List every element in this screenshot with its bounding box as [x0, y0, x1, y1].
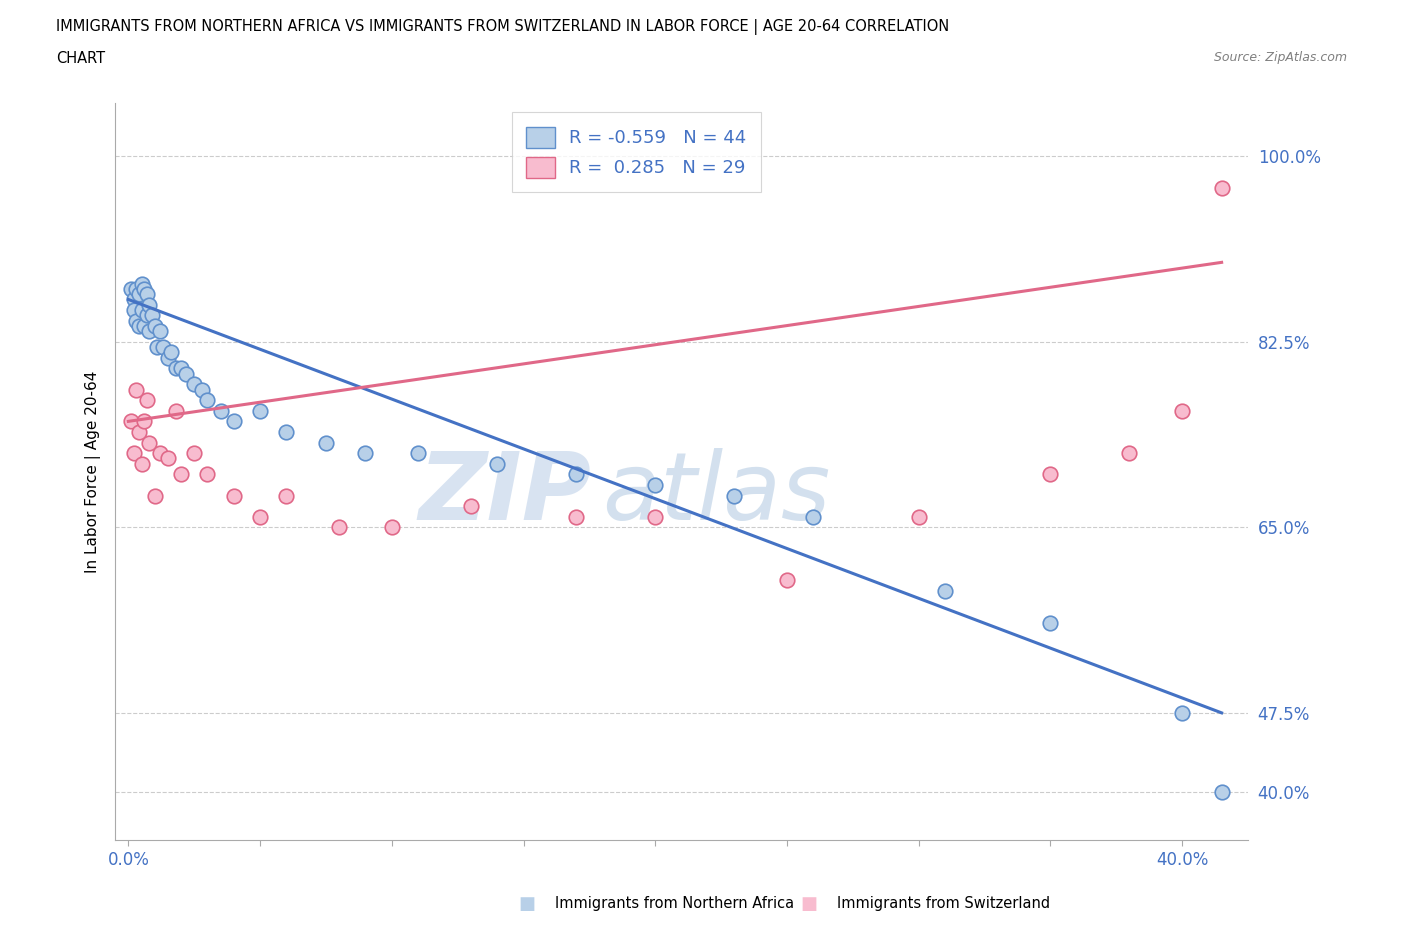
Point	[1039, 616, 1062, 631]
Point	[1211, 785, 1233, 800]
Text: ZIP: ZIP	[418, 448, 591, 539]
Text: CHART: CHART	[56, 51, 105, 66]
Point	[149, 324, 172, 339]
Point	[315, 435, 337, 450]
Point	[135, 286, 157, 301]
Legend: R = -0.559   N = 44, R =  0.285   N = 29: R = -0.559 N = 44, R = 0.285 N = 29	[512, 113, 761, 192]
Point	[156, 351, 179, 365]
Point	[176, 366, 198, 381]
Point	[134, 282, 156, 297]
Point	[354, 445, 377, 460]
Point	[146, 339, 169, 354]
Point	[134, 414, 156, 429]
Point	[128, 286, 150, 301]
Text: Immigrants from Northern Africa: Immigrants from Northern Africa	[555, 897, 794, 911]
Point	[565, 510, 588, 525]
Point	[134, 318, 156, 333]
Point	[249, 510, 271, 525]
Point	[143, 488, 166, 503]
Point	[143, 318, 166, 333]
Point	[644, 510, 666, 525]
Point	[170, 467, 193, 482]
Point	[1039, 467, 1062, 482]
Point	[276, 488, 298, 503]
Point	[128, 318, 150, 333]
Point	[138, 298, 160, 312]
Point	[222, 414, 245, 429]
Point	[122, 302, 145, 317]
Point	[138, 324, 160, 339]
Point	[135, 308, 157, 323]
Point	[486, 457, 509, 472]
Text: atlas: atlas	[602, 448, 831, 539]
Point	[131, 302, 153, 317]
Point	[1118, 445, 1140, 460]
Point	[135, 392, 157, 407]
Point	[183, 445, 205, 460]
Point	[934, 583, 956, 598]
Point	[222, 488, 245, 503]
Point	[131, 276, 153, 291]
Point	[209, 404, 232, 418]
Point	[122, 292, 145, 307]
Point	[138, 435, 160, 450]
Point	[381, 520, 404, 535]
Text: IMMIGRANTS FROM NORTHERN AFRICA VS IMMIGRANTS FROM SWITZERLAND IN LABOR FORCE | : IMMIGRANTS FROM NORTHERN AFRICA VS IMMIG…	[56, 19, 949, 34]
Point	[197, 467, 219, 482]
Text: ■: ■	[519, 895, 536, 913]
Point	[249, 404, 271, 418]
Point	[1171, 706, 1194, 721]
Point	[159, 345, 181, 360]
Point	[776, 573, 799, 588]
Point	[156, 451, 179, 466]
Point	[183, 377, 205, 392]
Point	[125, 282, 148, 297]
Point	[141, 308, 163, 323]
Point	[565, 467, 588, 482]
Y-axis label: In Labor Force | Age 20-64: In Labor Force | Age 20-64	[86, 370, 101, 573]
Point	[149, 445, 172, 460]
Text: ■: ■	[800, 895, 817, 913]
Point	[120, 414, 142, 429]
Point	[191, 382, 214, 397]
Point	[644, 477, 666, 492]
Point	[406, 445, 429, 460]
Point	[165, 404, 187, 418]
Point	[1171, 404, 1194, 418]
Text: Immigrants from Switzerland: Immigrants from Switzerland	[837, 897, 1050, 911]
Point	[460, 498, 482, 513]
Point	[165, 361, 187, 376]
Point	[197, 392, 219, 407]
Text: Source: ZipAtlas.com: Source: ZipAtlas.com	[1213, 51, 1347, 64]
Point	[125, 382, 148, 397]
Point	[801, 510, 824, 525]
Point	[152, 339, 174, 354]
Point	[723, 488, 745, 503]
Point	[170, 361, 193, 376]
Point	[328, 520, 350, 535]
Point	[1211, 180, 1233, 195]
Point	[125, 313, 148, 328]
Point	[122, 445, 145, 460]
Point	[276, 424, 298, 439]
Point	[907, 510, 929, 525]
Point	[131, 457, 153, 472]
Point	[120, 282, 142, 297]
Point	[128, 424, 150, 439]
